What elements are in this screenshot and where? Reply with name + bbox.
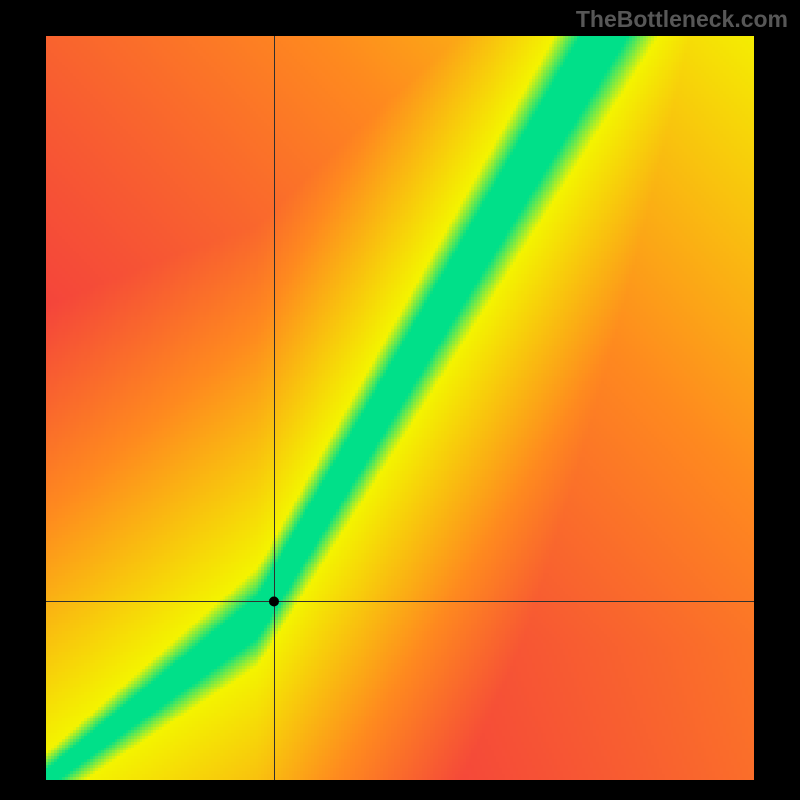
watermark-text: TheBottleneck.com <box>576 6 788 33</box>
chart-container: { "meta": { "watermark_text": "TheBottle… <box>0 0 800 800</box>
bottleneck-heatmap <box>46 36 754 780</box>
